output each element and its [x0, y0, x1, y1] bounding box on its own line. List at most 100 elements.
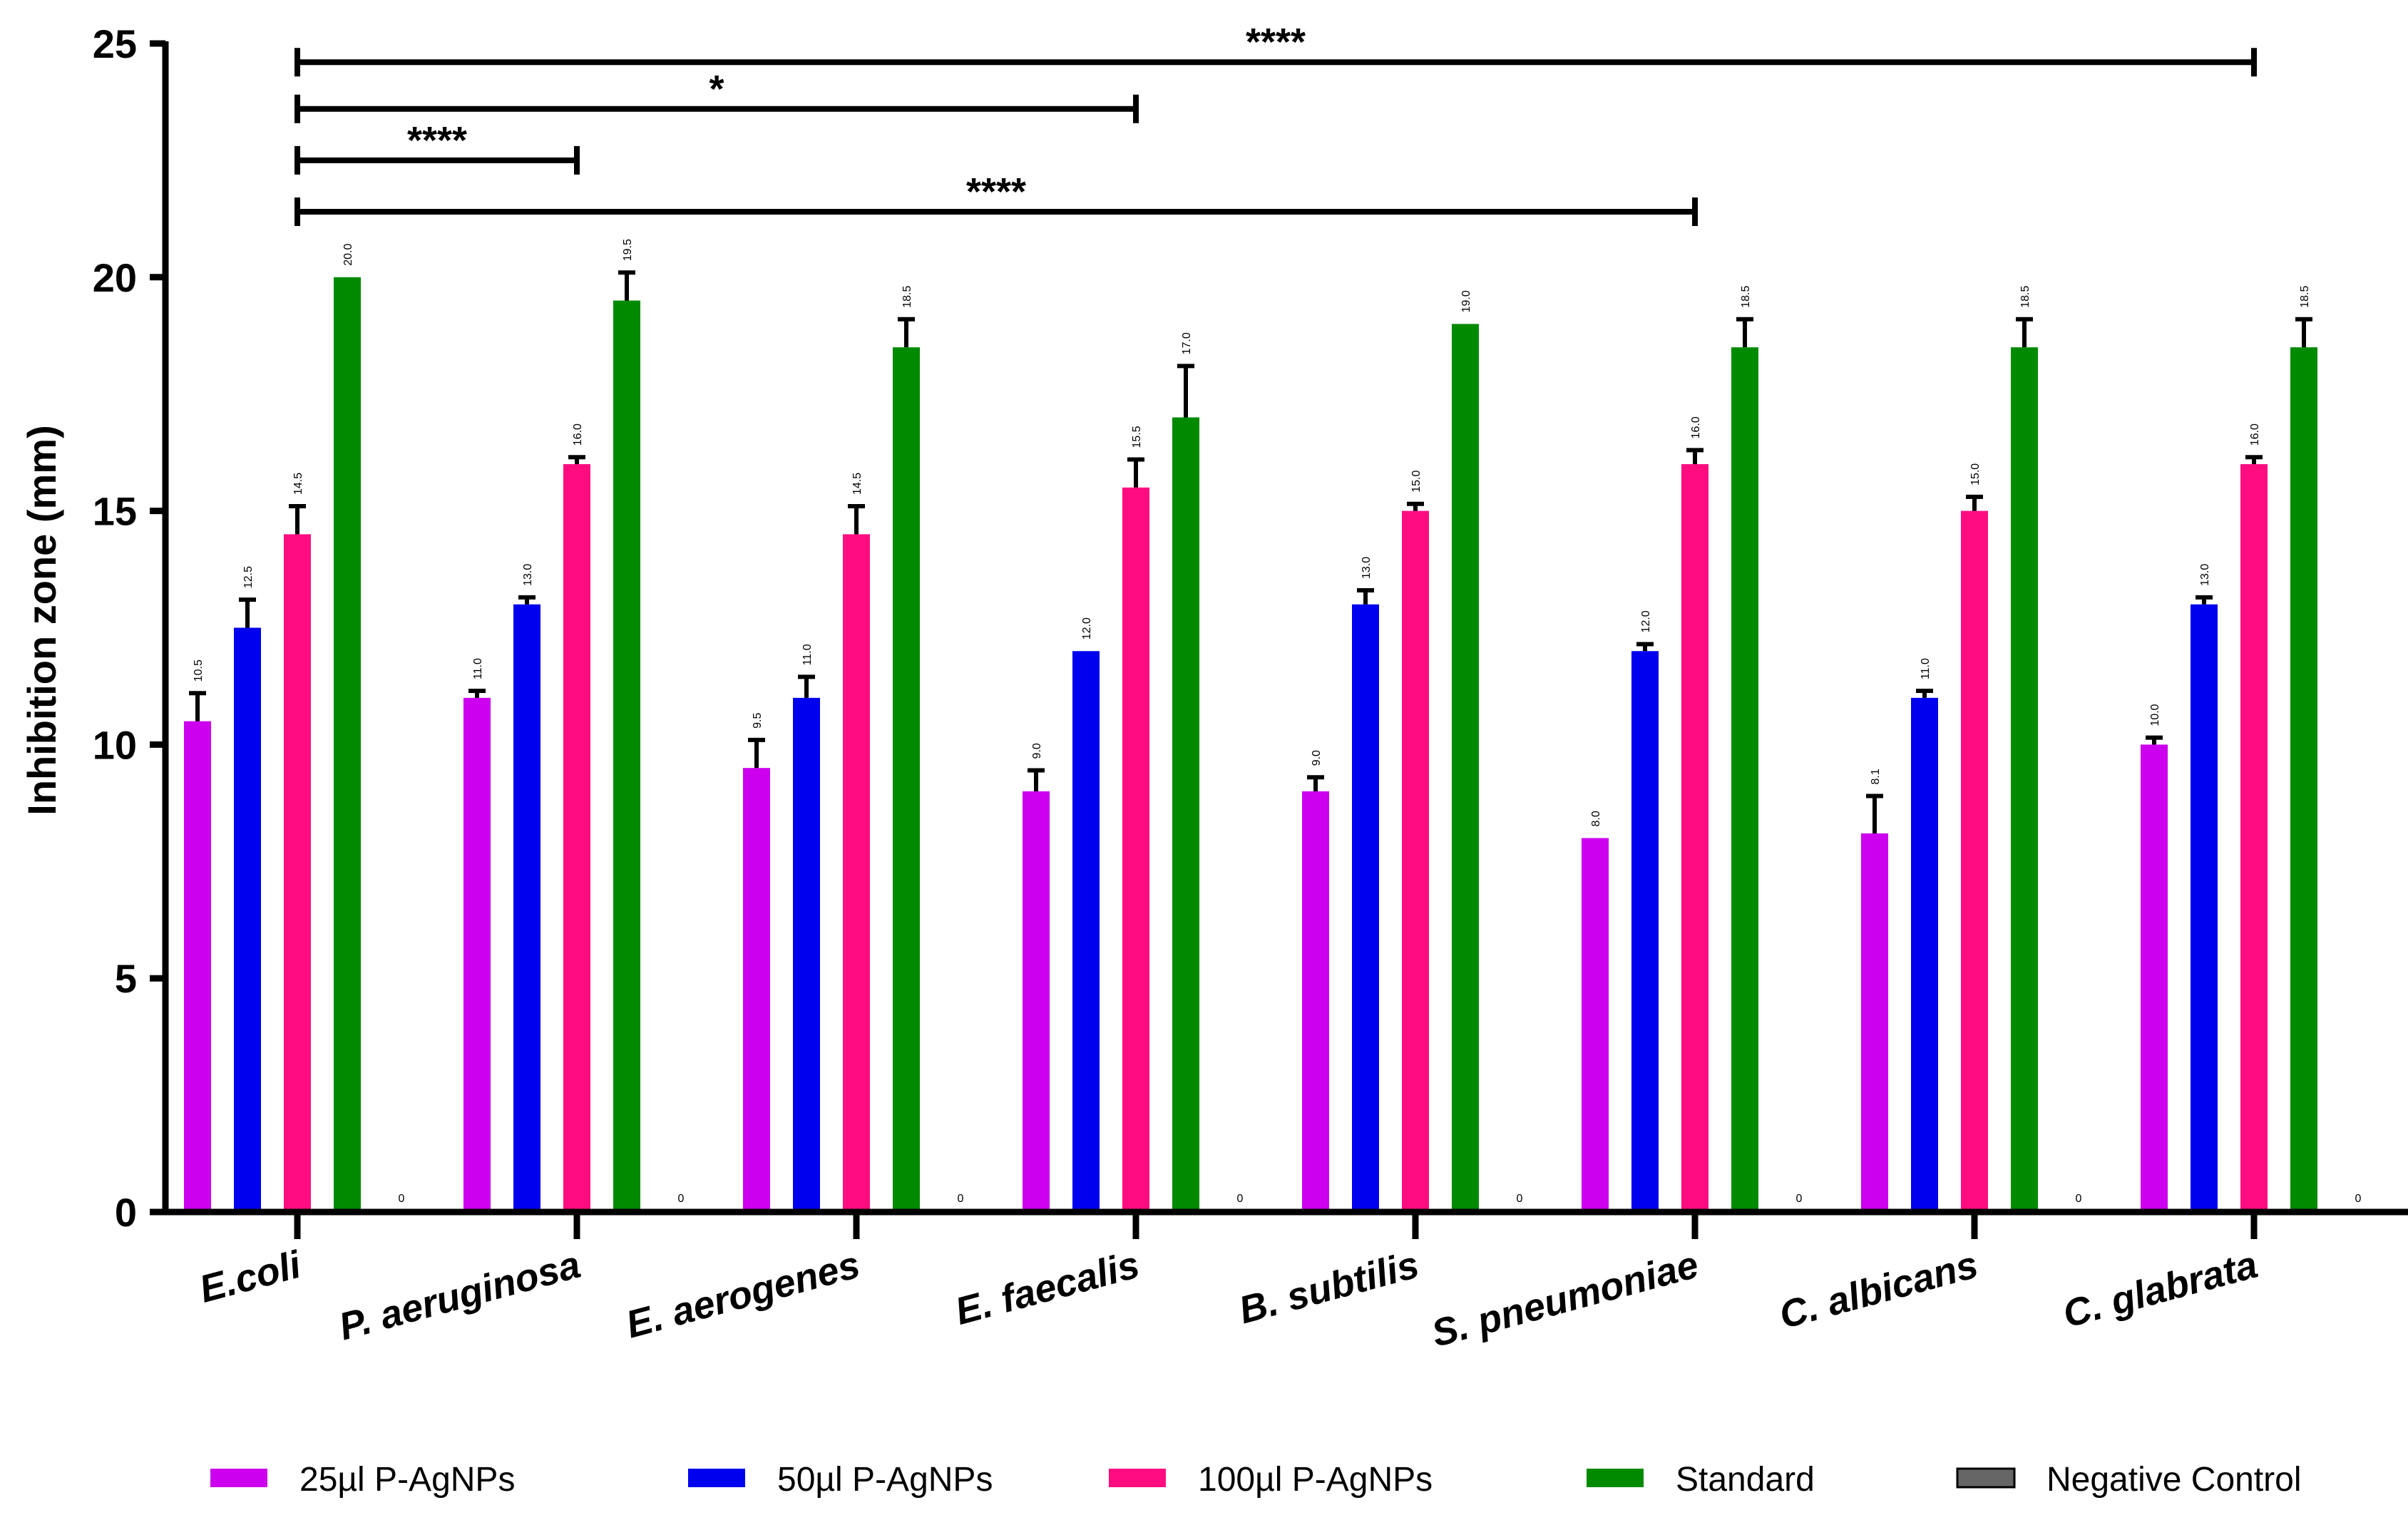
bar [1681, 464, 1708, 1212]
y-tick-label: 25 [93, 21, 137, 66]
data-label: 19.5 [622, 239, 634, 261]
bar [2191, 605, 2218, 1212]
data-label: 9.5 [752, 713, 764, 729]
bar [1452, 324, 1479, 1212]
legend-swatch [1587, 1469, 1644, 1487]
bar [1631, 651, 1659, 1212]
bar [513, 605, 540, 1212]
bar [2011, 347, 2038, 1212]
bar [563, 464, 590, 1212]
bar [893, 347, 920, 1212]
y-tick-label: 5 [115, 956, 137, 1001]
significance-label: * [709, 68, 724, 111]
bar [1582, 838, 1609, 1212]
data-label: 13.0 [2199, 564, 2211, 586]
y-ticks: 0 5 10 15 20 25 [93, 21, 165, 1235]
bar [334, 277, 361, 1212]
bar [793, 698, 820, 1212]
data-label: 15.0 [1969, 463, 1982, 486]
data-label: 8.1 [1870, 769, 1882, 784]
data-label: 14.5 [851, 473, 864, 495]
bar [1352, 605, 1379, 1212]
data-label: 12.5 [242, 566, 255, 588]
legend-label: Negative Control [2046, 1461, 2302, 1499]
data-label: 13.0 [522, 564, 534, 586]
legend: 25µl P-AgNPs 50µl P-AgNPs 100µl P-AgNPs Sta… [210, 1461, 2302, 1499]
data-label: 12.0 [1640, 610, 1652, 632]
bar [184, 721, 211, 1212]
bar [1911, 698, 1938, 1212]
bar [463, 698, 491, 1212]
data-label: 16.0 [2249, 423, 2261, 446]
legend-swatch [688, 1469, 745, 1487]
x-tick-label: E.coli [195, 1243, 306, 1310]
axes [163, 41, 2408, 1212]
data-label: 18.5 [2019, 286, 2032, 308]
bar [2290, 347, 2317, 1212]
legend-label: 50µl P-AgNPs [777, 1461, 993, 1499]
data-label: 0 [1796, 1193, 1803, 1205]
legend-label: Standard [1676, 1461, 1815, 1499]
data-label: 0 [1237, 1193, 1244, 1205]
data-label: 0 [1517, 1193, 1523, 1205]
x-ticks: E.coli P. aeruginosa E. aerogenes E. faecal… [195, 1212, 2262, 1355]
bar [1172, 417, 1199, 1212]
bars: 10.5 11.0 9.5 9.0 9.0 8.0 8.1 10.0 12.5 13.0 11.0 1… [184, 239, 2362, 1212]
x-tick-label: E. aerogenes [622, 1243, 864, 1347]
significance-label: **** [407, 119, 467, 162]
data-label: 0 [2355, 1193, 2362, 1205]
data-label: 9.0 [1311, 750, 1323, 766]
significance-brackets: ************* [297, 21, 2254, 226]
bar [1023, 791, 1050, 1212]
data-label: 14.5 [292, 473, 304, 495]
data-label: 18.5 [901, 286, 913, 308]
y-tick-label: 0 [115, 1190, 137, 1235]
chart: ************* 10.5 11.09.59.0 9.08.08.110.… [0, 0, 2408, 1515]
bar [284, 534, 311, 1212]
data-label: 16.0 [572, 423, 584, 446]
data-label: 17.0 [1181, 332, 1193, 354]
legend-label: 25µl P-AgNPs [299, 1461, 515, 1499]
bar [2240, 464, 2268, 1212]
data-label: 10.0 [2149, 704, 2161, 726]
data-label: 0 [678, 1193, 685, 1205]
y-tick-label: 20 [93, 255, 137, 300]
bar [1072, 651, 1100, 1212]
data-label: 20.0 [342, 244, 354, 266]
x-tick-label: C. albicans [1775, 1243, 1982, 1337]
legend-label: 100µl P-AgNPs [1198, 1461, 1433, 1499]
data-label: 15.5 [1131, 426, 1143, 448]
bar [234, 628, 261, 1213]
bar [1861, 833, 1888, 1212]
bar [743, 768, 770, 1212]
significance-label: **** [1246, 21, 1306, 63]
bar [2141, 744, 2168, 1212]
data-label: 0 [2076, 1193, 2082, 1205]
data-label: 18.5 [1740, 286, 1752, 308]
significance-label: **** [966, 170, 1026, 213]
legend-swatch [210, 1469, 267, 1487]
bar [1122, 488, 1149, 1212]
data-label: 0 [399, 1193, 405, 1205]
data-label: 19.0 [1460, 290, 1472, 312]
y-tick-label: 10 [93, 722, 137, 767]
x-tick-label: S. pneumoniae [1428, 1243, 1703, 1355]
data-label: 11.0 [1920, 658, 1932, 679]
data-label: 16.0 [1690, 416, 1702, 438]
bar [1731, 347, 1758, 1212]
x-tick-label: C. glabrata [2059, 1243, 2262, 1336]
bar [1961, 511, 1988, 1212]
x-tick-label: E. faecalis [951, 1243, 1144, 1333]
data-label: 9.0 [1031, 743, 1043, 759]
bar [1302, 791, 1329, 1212]
data-label: 18.5 [2299, 286, 2311, 308]
data-label: 0 [958, 1193, 964, 1205]
legend-swatch [1957, 1469, 2014, 1487]
data-label: 11.0 [801, 644, 814, 665]
bar [843, 534, 870, 1212]
data-label: 11.0 [472, 658, 484, 679]
bar [613, 301, 640, 1212]
data-label: 10.5 [193, 659, 205, 682]
data-label: 13.0 [1361, 557, 1373, 579]
bar [1402, 511, 1429, 1212]
